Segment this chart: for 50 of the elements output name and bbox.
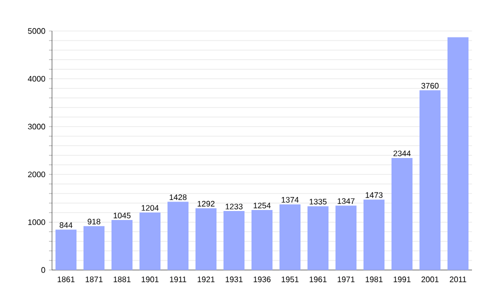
bar (140, 212, 161, 270)
x-tick-label: 1911 (170, 276, 186, 282)
x-tick-label: 1991 (394, 276, 411, 282)
data-label: 844 (60, 222, 72, 228)
bar (364, 200, 385, 270)
bar (392, 158, 413, 270)
bar (112, 220, 133, 270)
bar (168, 202, 188, 270)
data-label: 1204 (142, 205, 159, 211)
y-tick-label: 2000 (28, 172, 46, 178)
x-tick-label: 1921 (198, 276, 215, 282)
data-label: 1347 (338, 198, 354, 204)
bar (448, 37, 469, 270)
bar (336, 206, 357, 270)
y-tick-label: 0 (41, 267, 46, 273)
y-tick-label: 1000 (28, 219, 46, 226)
data-label: 1428 (170, 194, 187, 200)
x-tick-label: 1931 (226, 276, 243, 282)
x-tick-label: 1901 (142, 276, 159, 282)
data-label: 1233 (226, 204, 243, 210)
bar (56, 230, 76, 270)
x-tick-label: 1861 (58, 276, 75, 282)
bar (420, 90, 441, 270)
data-label: 1045 (114, 212, 131, 218)
data-label: 1473 (366, 192, 383, 198)
x-tick-label: 1971 (338, 276, 355, 282)
data-label: 2344 (394, 150, 411, 156)
x-tick-label: 2011 (450, 276, 466, 282)
y-tick-label: 4000 (28, 76, 46, 82)
x-tick-label: 1936 (254, 276, 271, 282)
y-tick-label: 5000 (28, 28, 46, 34)
data-label: 1254 (254, 202, 271, 208)
x-tick-label: 1951 (282, 276, 299, 282)
bar (224, 211, 245, 270)
bar (280, 204, 300, 270)
data-label: 1335 (310, 198, 327, 204)
data-label: 1292 (198, 200, 214, 207)
x-tick-label: 1871 (86, 276, 103, 282)
bar (252, 210, 273, 270)
data-label: 1374 (282, 196, 299, 203)
x-tick-label: 1881 (114, 276, 131, 282)
x-tick-label: 1981 (366, 276, 383, 282)
bar (308, 206, 328, 270)
bar (196, 208, 216, 270)
data-label: 918 (88, 218, 100, 224)
data-label: 3760 (421, 82, 439, 89)
x-tick-label: 1961 (310, 276, 327, 282)
x-tick-label: 2001 (422, 276, 439, 282)
bar (84, 226, 104, 270)
y-tick-label: 3000 (28, 124, 46, 130)
